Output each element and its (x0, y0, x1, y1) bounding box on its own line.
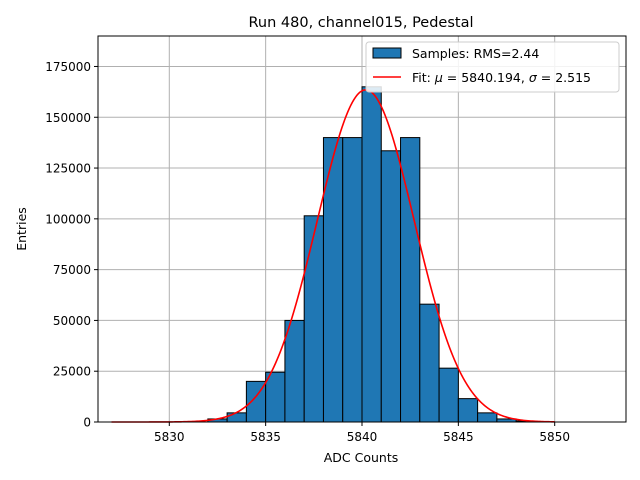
histogram-bar (419, 303, 440, 423)
y-axis-label: Entries (14, 207, 29, 251)
x-tick-label: 5835 (250, 430, 281, 444)
x-tick-label: 5845 (443, 430, 474, 444)
y-axis-ticks: 0 25000 50000 75000 100000 125000 150000 175000 (45, 60, 98, 430)
histogram-bar (226, 412, 247, 423)
y-tick-label: 125000 (45, 162, 91, 176)
x-axis-label: ADC Counts (324, 450, 399, 465)
histogram-bar (265, 371, 286, 423)
legend-box (365, 41, 620, 93)
legend-fit-sigma-eq: = (537, 70, 555, 85)
legend-fit-sigma-symbol: σ (529, 70, 538, 85)
histogram-bar (380, 150, 402, 423)
y-tick-label: 0 (83, 416, 91, 430)
legend: Samples: RMS=2.44 Fit: μ = 5840.194, σ =… (365, 41, 620, 93)
histogram-bar (400, 137, 421, 423)
x-axis-ticks: 5830 5835 5840 5845 5850 (154, 422, 570, 444)
y-tick-label: 50000 (53, 314, 91, 328)
y-tick-label: 175000 (45, 60, 91, 74)
x-tick-label: 5830 (154, 430, 185, 444)
legend-fit-label: Fit: μ = 5840.194, σ = 2.515 (412, 70, 591, 85)
y-tick-label: 150000 (45, 111, 91, 125)
y-tick-label: 25000 (53, 365, 91, 379)
legend-fit-mu-eq: = (443, 70, 461, 85)
histogram-bar (361, 86, 382, 423)
legend-fit-sigma-value: 2.515 (555, 70, 591, 85)
x-tick-label: 5850 (539, 430, 570, 444)
histogram-bar (477, 412, 498, 423)
legend-fit-mu-symbol: μ (434, 70, 443, 85)
histogram-bar (342, 137, 363, 423)
histogram-bars (207, 86, 536, 423)
legend-fit-prefix: Fit: (412, 70, 435, 85)
y-tick-label: 100000 (45, 212, 91, 226)
histogram-bar (457, 398, 479, 423)
legend-fit-mu-value: 5840.194 (461, 70, 521, 85)
y-tick-label: 75000 (53, 263, 91, 277)
histogram-bar (303, 215, 324, 423)
legend-histogram-label: Samples: RMS=2.44 (412, 46, 539, 61)
histogram-bar (284, 319, 305, 423)
legend-bar-swatch (372, 47, 402, 59)
legend-fit-sep: , (521, 70, 529, 85)
chart-title: Run 480, channel015, Pedestal (248, 15, 473, 31)
x-tick-label: 5840 (347, 430, 378, 444)
histogram-bar (438, 367, 459, 423)
